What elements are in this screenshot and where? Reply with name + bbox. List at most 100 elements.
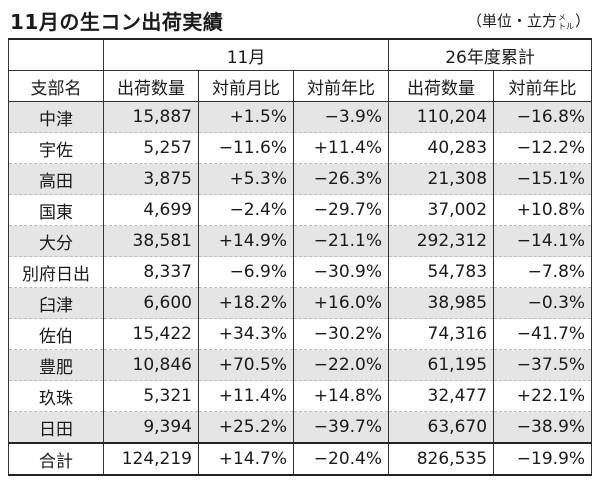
month-volume-cell: 5,257 [103,132,199,164]
month-yoy-cell: −30.9% [292,256,390,288]
year-volume-cell: 292,312 [388,225,495,257]
month-mom-cell: +5.3% [198,163,294,195]
header-year-volume: 出荷数量 [388,70,495,102]
year-yoy-cell: −37.5% [493,349,593,381]
year-yoy-cell: −41.7% [493,318,593,350]
branch-name-cell: 宇佐 [8,132,104,164]
month-mom-cell: +34.3% [198,318,294,350]
table-row: 臼津 6,600 +18.2% +16.0% 38,985 −0.3% [8,287,593,319]
month-volume-cell: 4,699 [103,194,199,226]
header-year-yoy: 対前年比 [493,70,593,102]
header-group-month: 11月 [102,38,390,71]
table-row: 豊肥 10,846 +70.5% −22.0% 61,195 −37.5% [8,349,593,381]
month-volume-cell: 38,581 [103,225,199,257]
year-volume-cell: 38,985 [388,287,495,319]
branch-name-cell: 別府日出 [8,256,104,288]
unit-meter-top: メ [557,13,566,22]
shipment-table: 11月 26年度累計 支部名 出荷数量 対前月比 対前年比 出荷数量 対前年比 … [8,38,593,476]
table-row: 佐伯 15,422 +34.3% −30.2% 74,316 −41.7% [8,318,593,350]
branch-name-cell: 中津 [8,101,104,133]
month-mom-cell: +70.5% [198,349,294,381]
table-row: 日田 9,394 +25.2% −39.7% 63,670 −38.9% [8,411,593,444]
table-row: 大分 38,581 +14.9% −21.1% 292,312 −14.1% [8,225,593,257]
month-yoy-cell: −39.7% [292,411,390,444]
month-volume-cell: 5,321 [103,380,199,412]
year-yoy-cell: −15.1% [493,163,593,195]
year-volume-cell: 61,195 [388,349,495,381]
year-volume-cell: 54,783 [388,256,495,288]
month-yoy-cell: +16.0% [292,287,390,319]
year-volume-cell: 63,670 [388,411,495,444]
month-mom-cell: +18.2% [198,287,294,319]
total-month-volume: 124,219 [103,442,199,476]
branch-name-cell: 豊肥 [8,349,104,381]
year-volume-cell: 110,204 [388,101,495,133]
header-branch: 支部名 [8,70,104,102]
year-volume-cell: 74,316 [388,318,495,350]
month-volume-cell: 10,846 [103,349,199,381]
branch-name-cell: 高田 [8,163,104,195]
year-yoy-cell: +10.8% [493,194,593,226]
header-month-yoy: 対前年比 [292,70,390,102]
unit-meter-bottom: トル [557,22,574,31]
total-year-volume: 826,535 [388,442,495,476]
month-yoy-cell: −26.3% [292,163,390,195]
year-volume-cell: 32,477 [388,380,495,412]
month-volume-cell: 3,875 [103,163,199,195]
total-label: 合計 [8,442,104,476]
month-mom-cell: −6.9% [198,256,294,288]
year-yoy-cell: −12.2% [493,132,593,164]
header-month-mom: 対前月比 [198,70,294,102]
year-yoy-cell: −14.1% [493,225,593,257]
branch-name-cell: 玖珠 [8,380,104,412]
branch-name-cell: 日田 [8,411,104,444]
total-month-mom: +14.7% [198,442,294,476]
branch-name-cell: 大分 [8,225,104,257]
branch-name-cell: 佐伯 [8,318,104,350]
month-volume-cell: 15,422 [103,318,199,350]
table-row: 別府日出 8,337 −6.9% −30.9% 54,783 −7.8% [8,256,593,288]
month-yoy-cell: −21.1% [292,225,390,257]
total-year-yoy: −19.9% [493,442,593,476]
unit-note: （単位・立方 メ トル ） [467,10,590,31]
month-mom-cell: +14.9% [198,225,294,257]
table-row: 宇佐 5,257 −11.6% +11.4% 40,283 −12.2% [8,132,593,164]
header-group-year: 26年度累計 [388,38,593,71]
year-yoy-cell: +22.1% [493,380,593,412]
month-volume-cell: 9,394 [103,411,199,444]
table-title: 11月の生コン出荷実績 [10,10,224,34]
year-volume-cell: 21,308 [388,163,495,195]
month-mom-cell: +11.4% [198,380,294,412]
month-yoy-cell: −30.2% [292,318,390,350]
table-row: 国東 4,699 −2.4% −29.7% 37,002 +10.8% [8,194,593,226]
table-row: 玖珠 5,321 +11.4% +14.8% 32,477 +22.1% [8,380,593,412]
table-row: 中津 15,887 +1.5% −3.9% 110,204 −16.8% [8,101,593,133]
total-month-yoy: −20.4% [292,442,390,476]
unit-prefix: （単位・立方 [466,12,557,30]
month-volume-cell: 8,337 [103,256,199,288]
header-month-volume: 出荷数量 [103,70,199,102]
header-corner [8,38,104,71]
month-yoy-cell: −22.0% [292,349,390,381]
unit-suffix: ） [574,12,590,30]
table-row: 高田 3,875 +5.3% −26.3% 21,308 −15.1% [8,163,593,195]
total-row: 合計 124,219 +14.7% −20.4% 826,535 −19.9% [8,442,593,476]
year-yoy-cell: −16.8% [493,101,593,133]
month-mom-cell: +25.2% [198,411,294,444]
year-yoy-cell: −0.3% [493,287,593,319]
branch-name-cell: 国東 [8,194,104,226]
unit-meter: メ トル [558,13,574,31]
year-volume-cell: 37,002 [388,194,495,226]
month-mom-cell: −2.4% [198,194,294,226]
branch-name-cell: 臼津 [8,287,104,319]
month-volume-cell: 6,600 [103,287,199,319]
month-yoy-cell: −3.9% [292,101,390,133]
year-volume-cell: 40,283 [388,132,495,164]
month-mom-cell: +1.5% [198,101,294,133]
month-volume-cell: 15,887 [103,101,199,133]
month-yoy-cell: +11.4% [292,132,390,164]
month-mom-cell: −11.6% [198,132,294,164]
year-yoy-cell: −7.8% [493,256,593,288]
month-yoy-cell: −29.7% [292,194,390,226]
year-yoy-cell: −38.9% [493,411,593,444]
